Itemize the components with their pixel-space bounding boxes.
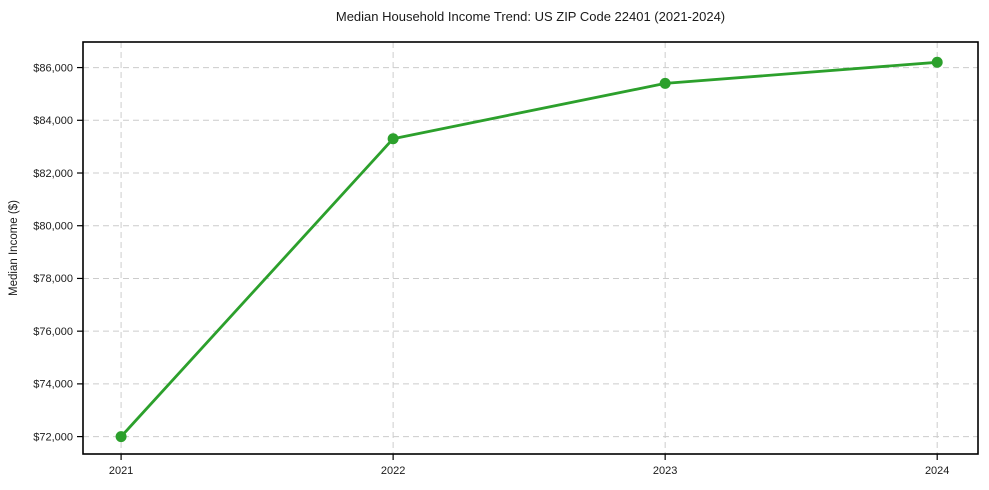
- y-tick-label: $82,000: [33, 168, 73, 180]
- data-point-2023: [659, 77, 671, 89]
- chart-title: Median Household Income Trend: US ZIP Co…: [335, 9, 726, 24]
- y-tick-label: $80,000: [33, 221, 73, 233]
- y-tick-label: $78,000: [33, 273, 73, 285]
- y-tick-label: $76,000: [33, 326, 73, 338]
- x-tick-label: 2022: [381, 465, 405, 477]
- x-tick-label: 2024: [925, 465, 949, 477]
- data-point-2022: [387, 133, 399, 145]
- plot-border: [82, 41, 979, 455]
- trend-line: [119, 60, 939, 439]
- data-point-2024: [931, 56, 943, 68]
- y-tick-label: $86,000: [33, 62, 73, 74]
- x-tick-label: 2023: [653, 465, 677, 477]
- y-tick-label: $74,000: [33, 379, 73, 391]
- y-tick-label: $72,000: [33, 431, 73, 443]
- x-tick-label: 2021: [109, 465, 133, 477]
- y-tick-label: $84,000: [33, 115, 73, 127]
- data-point-2021: [115, 431, 127, 443]
